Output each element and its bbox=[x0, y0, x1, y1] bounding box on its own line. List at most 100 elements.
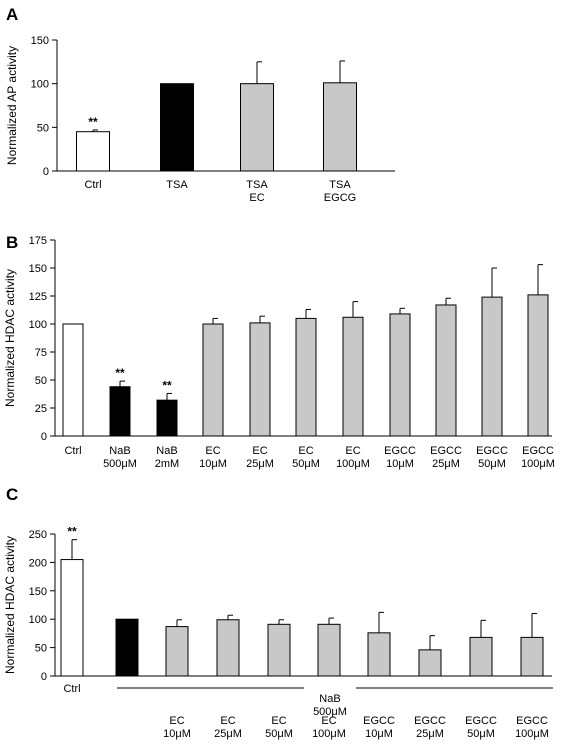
panel-b-ytick-label: 75 bbox=[35, 347, 47, 359]
panel-c-group-label: NaB bbox=[319, 693, 340, 705]
panel-c-ytick-label: 100 bbox=[29, 614, 47, 626]
panel-b-category-label: 50μM bbox=[292, 458, 320, 470]
panel-a-category-label: Ctrl bbox=[84, 179, 101, 191]
panel-a-ytick-label: 150 bbox=[31, 35, 49, 47]
panel-a-ytick-label: 50 bbox=[37, 122, 49, 134]
panel-c-bar bbox=[317, 623, 341, 677]
panel-a-category-label: EC bbox=[249, 192, 264, 204]
panel-c-category-label: 25μM bbox=[214, 728, 242, 740]
panel-b-bar bbox=[342, 316, 364, 437]
panel-b-category-label: 2mM bbox=[155, 458, 179, 470]
panel-b-bar bbox=[156, 399, 178, 437]
panel-c-ytick-label: 150 bbox=[29, 586, 47, 598]
panel-a-significance: ** bbox=[88, 115, 98, 129]
panel-a: A Normalized AP activity 0 50 100 150 ** Ctrl TS… bbox=[5, 5, 395, 204]
panel-b-category-label: EGCC bbox=[476, 445, 508, 457]
panel-c-category-label: EC bbox=[321, 715, 336, 727]
panel-b-ylabel: Normalized HDAC activity bbox=[3, 269, 17, 407]
panel-c-bar bbox=[216, 619, 240, 677]
panel-c-bar bbox=[367, 632, 391, 677]
panel-c-category-label: 25μM bbox=[416, 728, 444, 740]
panel-c-ytick-label: 200 bbox=[29, 557, 47, 569]
panel-b-ytick-label: 175 bbox=[29, 235, 47, 247]
panel-b-category-label: Ctrl bbox=[64, 445, 81, 457]
panel-b-category-label: NaB bbox=[109, 445, 130, 457]
panel-b-category-label: 10μM bbox=[199, 458, 227, 470]
panel-c-ytick-label: 250 bbox=[29, 529, 47, 541]
panel-a-ytick-label: 100 bbox=[31, 79, 49, 91]
panel-a-category-label: EGCG bbox=[324, 192, 356, 204]
panel-c-letter: C bbox=[6, 485, 18, 504]
panel-c-bar bbox=[60, 559, 84, 677]
panel-b-category-label: EC bbox=[252, 445, 267, 457]
panel-c-bar bbox=[418, 649, 442, 677]
panel-a-ytick-label: 0 bbox=[43, 166, 49, 178]
panel-c-ytick-label: 0 bbox=[41, 671, 47, 683]
panel-c-category-label: 10μM bbox=[365, 728, 393, 740]
panel-a-letter: A bbox=[6, 5, 18, 24]
panel-b-category-label: EGCC bbox=[430, 445, 462, 457]
panel-b-category-label: 10μM bbox=[386, 458, 414, 470]
panel-b-ytick-label: 150 bbox=[29, 263, 47, 275]
panel-c-category-label: EGCC bbox=[363, 715, 395, 727]
panel-c-category-label: EGCC bbox=[465, 715, 497, 727]
panel-b-bar bbox=[202, 323, 224, 437]
panel-b-ytick-label: 0 bbox=[41, 431, 47, 443]
panel-b-category-label: 500μM bbox=[103, 458, 137, 470]
panel-c-category-label: 50μM bbox=[265, 728, 293, 740]
panel-b-bar bbox=[481, 296, 503, 437]
panel-b-category-label: 50μM bbox=[478, 458, 506, 470]
panel-c-significance: ** bbox=[67, 525, 77, 539]
panel-c-category-label: EGCC bbox=[516, 715, 548, 727]
panel-a-bar bbox=[240, 83, 274, 172]
panel-c-category-label: 100μM bbox=[515, 728, 549, 740]
panel-b-category-label: NaB bbox=[156, 445, 177, 457]
panel-c-category-label: EC bbox=[169, 715, 184, 727]
panel-b-ytick-label: 100 bbox=[29, 319, 47, 331]
panel-b-category-label: EGCC bbox=[522, 445, 554, 457]
panel-c-bar bbox=[469, 636, 493, 677]
panel-a-category-label: TSA bbox=[329, 179, 351, 191]
panel-b-significance: ** bbox=[162, 378, 172, 392]
panel-c-category-label: 50μM bbox=[467, 728, 495, 740]
panel-a-bar bbox=[323, 82, 357, 172]
panel-a-ylabel: Normalized AP activity bbox=[5, 46, 19, 165]
panel-c-bar bbox=[267, 623, 291, 677]
panel-a-category-label: TSA bbox=[166, 179, 188, 191]
panel-b-bar bbox=[109, 386, 131, 437]
panel-c-bar bbox=[115, 618, 139, 677]
panel-b-bar bbox=[249, 322, 271, 437]
panel-c-ylabel: Normalized HDAC activity bbox=[3, 536, 17, 674]
panel-b-bar bbox=[527, 294, 549, 437]
panel-c-group-label: 500μM bbox=[313, 706, 347, 718]
panel-b-category-label: 100μM bbox=[521, 458, 555, 470]
panel-a-bar bbox=[76, 131, 110, 172]
panel-b-significance: ** bbox=[115, 366, 125, 380]
panel-b-category-label: EC bbox=[298, 445, 313, 457]
panel-c-category-label: EGCC bbox=[414, 715, 446, 727]
panel-c-category-label: 10μM bbox=[163, 728, 191, 740]
panel-c-ytick-label: 50 bbox=[35, 643, 47, 655]
panel-c-category-label: EC bbox=[220, 715, 235, 727]
panel-c-category-label: EC bbox=[271, 715, 286, 727]
panel-b-category-label: 100μM bbox=[336, 458, 370, 470]
panel-c-group-label-bg bbox=[304, 686, 356, 716]
panel-c-category-label: Ctrl bbox=[63, 683, 80, 695]
panel-b-bar bbox=[435, 304, 457, 437]
panel-c-bar bbox=[520, 636, 544, 677]
panel-b-ytick-label: 25 bbox=[35, 403, 47, 415]
panel-c-category-label: 100μM bbox=[312, 728, 346, 740]
panel-b-bar bbox=[389, 313, 411, 437]
panel-c: C Normalized HDAC activity 0 50 100 150 200 250… bbox=[3, 485, 553, 740]
panel-b-category-label: EC bbox=[345, 445, 360, 457]
panel-b-ytick-label: 125 bbox=[29, 291, 47, 303]
panel-b-bar bbox=[62, 323, 84, 437]
panel-a-category-label: TSA bbox=[246, 179, 268, 191]
panel-b-category-label: 25μM bbox=[432, 458, 460, 470]
panel-c-bar bbox=[165, 626, 189, 677]
panel-b: B Normalized HDAC activity 0 25 50 75 100 125 15… bbox=[3, 233, 555, 470]
panel-b-letter: B bbox=[6, 233, 18, 252]
panel-b-category-label: EC bbox=[205, 445, 220, 457]
panel-b-ytick-label: 50 bbox=[35, 375, 47, 387]
